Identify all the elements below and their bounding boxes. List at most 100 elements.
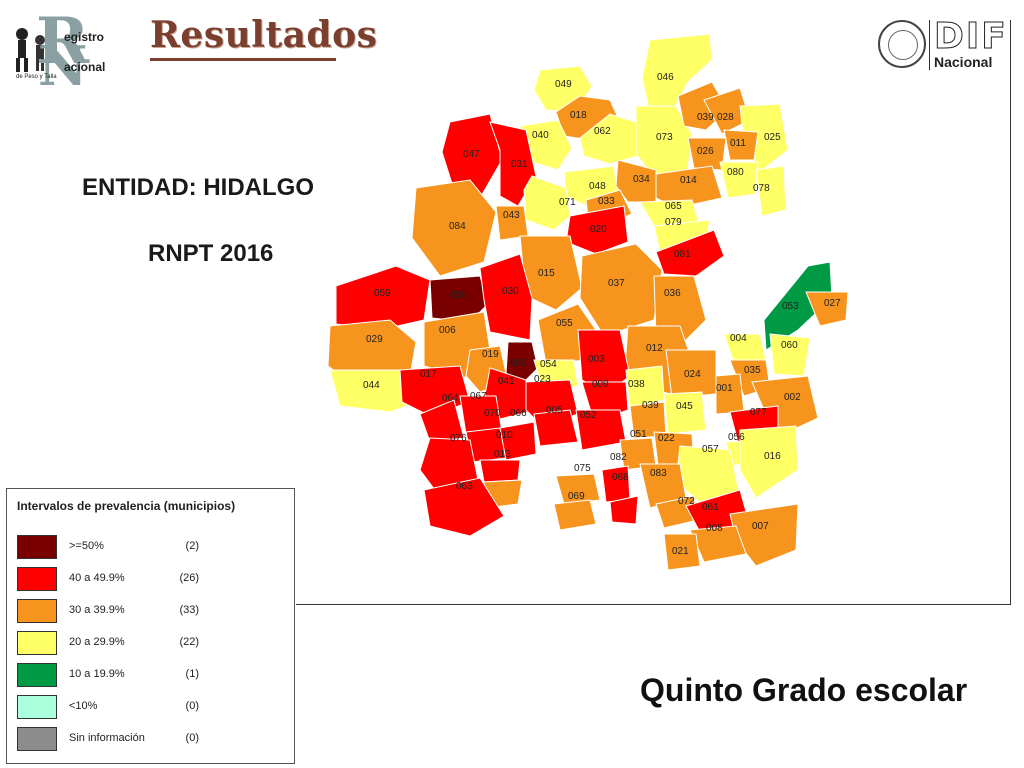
municipio-label: 031 xyxy=(511,159,528,170)
municipio-label: 001 xyxy=(716,383,733,394)
legend-item-label: 30 a 39.9% xyxy=(69,604,125,616)
municipio-label: 011 xyxy=(730,138,746,149)
municipio-label: 039 xyxy=(697,112,714,123)
municipio-label: 021 xyxy=(672,546,689,557)
municipio-label: 063 xyxy=(456,481,473,492)
municipio-label: 040 xyxy=(532,130,549,141)
municipio-label: 036 xyxy=(664,288,681,299)
municipio-030 xyxy=(479,253,533,341)
municipio-066 xyxy=(499,421,537,461)
municipio-label: 057 xyxy=(702,444,719,455)
municipio-071 xyxy=(523,175,571,231)
municipio-label: 039 xyxy=(642,400,659,411)
national-seal-icon xyxy=(878,20,926,68)
municipio-label: 018 xyxy=(570,110,587,121)
logo-word-peso-talla: de Peso y Talla xyxy=(16,74,57,80)
municipio-label: 068 xyxy=(612,472,629,483)
municipio-label: 023 xyxy=(534,374,551,385)
municipio-label: 049 xyxy=(555,79,572,90)
municipio-044 xyxy=(329,369,419,413)
municipio-label: 002 xyxy=(784,392,801,403)
municipio-label: 055 xyxy=(556,318,573,329)
frame-bottom-line xyxy=(296,604,1011,605)
legend-swatch xyxy=(17,567,57,591)
municipio-label: 016 xyxy=(764,451,781,462)
municipio-label: 050 xyxy=(510,358,527,369)
municipio-label: 065 xyxy=(665,201,682,212)
municipio-label: 076 xyxy=(450,433,467,444)
municipio-label: 017 xyxy=(420,369,437,380)
legend-item: 10 a 19.9% (1) xyxy=(15,663,285,687)
municipio-label: 075 xyxy=(574,463,591,474)
legend-item-label: 20 a 29.9% xyxy=(69,636,125,648)
legend-item-label: Sin información xyxy=(69,732,145,744)
child-figures-icon xyxy=(16,28,45,72)
municipio-016 xyxy=(739,425,799,499)
municipio-label: 033 xyxy=(598,196,615,207)
dif-logo-word: DIF xyxy=(934,16,1008,58)
municipio-label: 009 xyxy=(592,379,609,390)
municipio-label: 079 xyxy=(665,217,682,228)
legend-swatch xyxy=(17,631,57,655)
municipio-081 xyxy=(655,229,725,277)
municipio-label: 061 xyxy=(702,502,719,513)
municipio-label: 044 xyxy=(363,380,380,391)
municipio-002 xyxy=(751,375,819,437)
municipio-007 xyxy=(729,503,799,567)
municipio-059 xyxy=(335,265,431,331)
logo-letter-n: N xyxy=(38,34,88,98)
municipio-label: 045 xyxy=(676,401,693,412)
legend-swatch xyxy=(17,599,57,623)
legend-swatch xyxy=(17,695,57,719)
municipio-label: 052 xyxy=(580,410,597,421)
legend-item: 30 a 39.9% (33) xyxy=(15,599,285,623)
municipio-label: 056 xyxy=(728,432,745,443)
municipio-063 xyxy=(423,477,505,537)
municipio-084 xyxy=(411,179,497,277)
municipio-label: 019 xyxy=(482,349,499,360)
legend-item: 20 a 29.9% (22) xyxy=(15,631,285,655)
municipio-label: 020 xyxy=(590,224,607,235)
municipio-005 xyxy=(533,409,579,447)
municipio-008 xyxy=(689,525,747,563)
municipio-label: 013 xyxy=(494,449,511,460)
municipio-label: 059 xyxy=(374,288,391,299)
municipio-021 xyxy=(663,533,701,571)
legend-item-count: (0) xyxy=(185,700,199,712)
municipio-078 xyxy=(755,165,787,217)
municipio-080 xyxy=(719,161,759,199)
municipio-068 xyxy=(609,495,639,525)
legend-panel: Intervalos de prevalencia (municipios) >… xyxy=(6,488,295,764)
legend-item: Sin información (0) xyxy=(15,727,285,751)
municipio-label: 029 xyxy=(366,334,383,345)
municipio-050 xyxy=(505,341,539,387)
municipio-label: 004 xyxy=(730,333,747,344)
municipio-label: 080 xyxy=(727,167,744,178)
page-title: Resultados xyxy=(150,14,378,56)
municipio-label: 071 xyxy=(559,197,576,208)
municipio-label: 084 xyxy=(449,221,466,232)
municipio-label: 083 xyxy=(650,468,667,479)
legend-item-label: 10 a 19.9% xyxy=(69,668,125,680)
municipio-038 xyxy=(625,365,665,409)
municipio-label: 015 xyxy=(538,268,555,279)
municipio-label: 081 xyxy=(674,249,691,260)
legend-swatch xyxy=(17,535,57,559)
legend-item-label: <10% xyxy=(69,700,98,712)
municipio-label: 058 xyxy=(450,290,467,301)
municipio-014 xyxy=(655,165,723,209)
municipio-037 xyxy=(579,243,663,337)
municipio-027 xyxy=(805,291,849,327)
legend-item-count: (33) xyxy=(179,604,199,616)
municipio-label: 012 xyxy=(646,343,663,354)
municipio-label: 026 xyxy=(697,146,714,157)
legend-item-count: (1) xyxy=(185,668,199,680)
legend-item-count: (2) xyxy=(185,540,199,552)
municipio-label: 025 xyxy=(764,132,781,143)
legend-item-label: >=50% xyxy=(69,540,104,552)
municipio-075 xyxy=(555,473,601,505)
map-municipios-layer xyxy=(327,33,849,571)
logo-divider xyxy=(929,20,930,70)
municipio-label: 028 xyxy=(717,112,734,123)
